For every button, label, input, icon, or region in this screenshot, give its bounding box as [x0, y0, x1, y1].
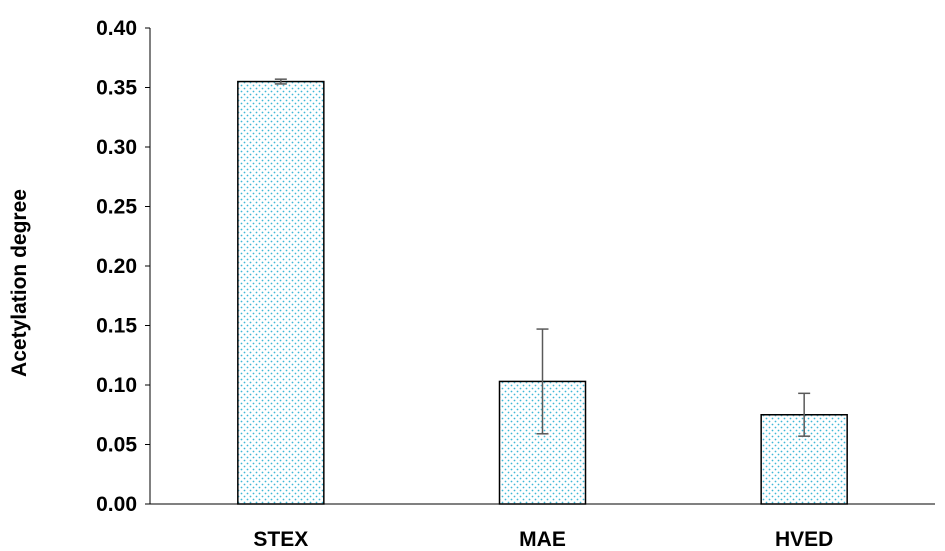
y-tick-label: 0.00 [96, 493, 137, 516]
y-axis-title: Acetylation degree [8, 189, 31, 377]
x-tick-label: HVED [775, 528, 833, 551]
y-tick-label: 0.25 [96, 196, 137, 219]
y-tick-label: 0.35 [96, 77, 137, 100]
bar-stex [237, 80, 325, 505]
y-tick-label: 0.10 [96, 374, 137, 397]
y-axis: 0.00 0.05 0.10 0.15 0.20 0.25 0.30 0.35 0.40 [96, 17, 151, 516]
bars [237, 80, 848, 505]
x-axis: STEX MAE HVED [150, 503, 935, 551]
y-tick-label: 0.40 [96, 17, 137, 40]
x-tick-label: STEX [253, 528, 308, 551]
y-tick-label: 0.20 [96, 255, 137, 278]
y-tick-label: 0.05 [96, 434, 137, 457]
x-tick-label: MAE [519, 528, 566, 551]
y-tick-label: 0.15 [96, 315, 137, 338]
y-tick-label: 0.30 [96, 136, 137, 159]
error-bars [274, 78, 811, 437]
